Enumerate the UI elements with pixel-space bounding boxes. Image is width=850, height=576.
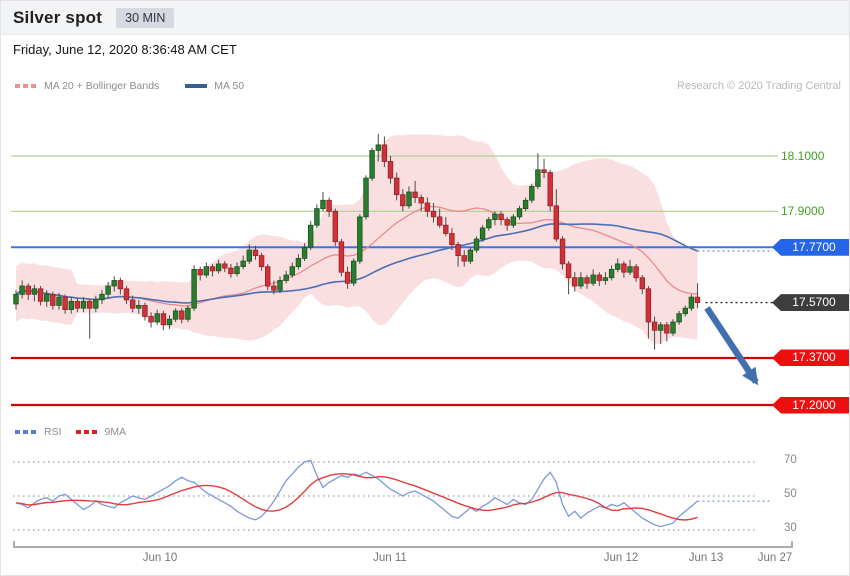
ma20-bollinger-swatch-icon [15, 84, 37, 88]
legend-label: MA 20 + Bollinger Bands [44, 80, 160, 92]
rsi-swatch-icon [15, 430, 37, 434]
main-chart-legend: MA 20 + Bollinger Bands MA 50 [15, 80, 244, 92]
legend-label: MA 50 [214, 80, 245, 92]
price-level-label: 17.5700 [772, 294, 849, 312]
header-bar: Silver spot 30 MIN [1, 1, 849, 35]
rsi-axis-tick: 50 [784, 488, 797, 500]
rsi-axis-tick: 70 [784, 454, 797, 466]
legend-item-ma20-bollinger: MA 20 + Bollinger Bands [15, 80, 159, 92]
price-level-label: 18.1000 [781, 148, 825, 163]
price-level-label: 17.2000 [772, 396, 849, 414]
page-title: Silver spot [13, 7, 103, 27]
rsi-axis-tick: 30 [784, 522, 797, 534]
price-level-label: 17.9000 [781, 203, 825, 218]
legend-label: RSI [44, 426, 62, 438]
x-axis-label: Jun 13 [688, 552, 724, 564]
legend-item-9ma: 9MA [75, 426, 127, 438]
ma50-swatch-icon [185, 84, 208, 88]
research-credit: Research © 2020 Trading Central [676, 80, 841, 92]
9ma-swatch-icon [75, 430, 98, 434]
price-level-label: 17.3700 [772, 349, 849, 367]
price-level-label: 17.7700 [772, 238, 849, 256]
legend-item-rsi: RSI [15, 426, 62, 438]
x-axis-label: Jun 27 [757, 552, 793, 564]
legend-label: 9MA [104, 426, 127, 438]
x-axis-label: Jun 12 [603, 552, 639, 564]
timeframe-badge: 30 MIN [116, 7, 175, 28]
timestamp: Friday, June 12, 2020 8:36:48 AM CET [13, 42, 237, 57]
x-axis-label: Jun 10 [142, 552, 178, 564]
rsi-legend: RSI 9MA [15, 426, 126, 438]
legend-item-ma50: MA 50 [185, 80, 244, 92]
x-axis-label: Jun 11 [373, 552, 407, 564]
